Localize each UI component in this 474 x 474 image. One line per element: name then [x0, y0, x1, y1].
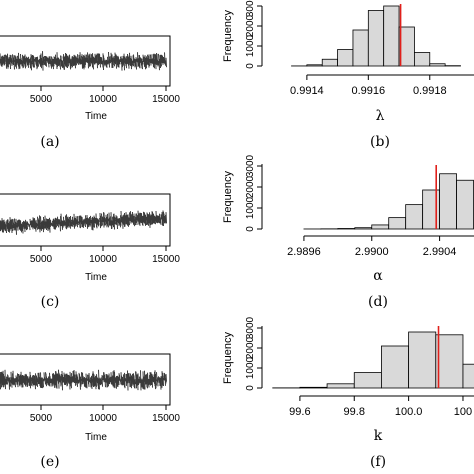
y-axis-f: 0 1000 2000 3000 Frequency: [222, 316, 263, 391]
x-axis-label-c: Time: [85, 272, 107, 283]
x-axis-e: 5000 10000 15000 Time: [30, 405, 180, 443]
x-axis-label-d: α: [373, 268, 383, 284]
histogram-bar: [367, 10, 385, 67]
x-axis-d: 2.9896 2.9900 2.9904: [287, 235, 474, 258]
x-axis-label-b: λ: [376, 108, 385, 124]
x-tick-e-2: 15000: [152, 413, 180, 424]
x-axis-a: 5000 10000 15000 Time: [30, 86, 180, 122]
histogram-bar: [462, 363, 474, 389]
histogram-bar: [337, 49, 354, 67]
y-axis-label-d: Frequency: [222, 171, 234, 223]
histogram-bar: [405, 204, 424, 230]
histogram-bar: [456, 179, 474, 230]
x-tick-label: 99.6: [289, 406, 310, 418]
histogram-bar: [381, 345, 410, 389]
panel-a: 5000 10000 15000 Time (a): [0, 35, 180, 150]
x-tick-label: 0.9918: [413, 85, 447, 97]
x-axis-f: 99.6 99.8 100.0 100: [289, 395, 474, 418]
x-tick-label: 99.8: [344, 406, 365, 418]
x-tick-a-2: 15000: [152, 94, 180, 105]
histogram-bar: [435, 334, 464, 389]
x-axis-label-a: Time: [85, 111, 107, 122]
panel-caption-c: (c): [41, 294, 60, 310]
histogram-bar: [371, 224, 390, 230]
histogram-bar: [306, 64, 323, 67]
panel-caption-b: (b): [370, 134, 390, 150]
plot-box-c: [0, 193, 171, 247]
x-tick-label: 0.9916: [351, 85, 385, 97]
plot-box-e: [0, 353, 171, 406]
x-axis-label-e: Time: [85, 432, 107, 443]
panel-caption-d: (d): [368, 294, 388, 310]
x-tick-label: 100: [454, 406, 472, 418]
histogram-b: [291, 4, 461, 67]
y-tick-b-2: 2000: [245, 14, 256, 37]
x-axis-b: 0.9914 0.9916 0.9918: [290, 74, 474, 97]
panel-c: 5000 10000 15000 Time (c): [0, 193, 180, 310]
histogram-bar: [354, 227, 373, 230]
trace-plot-c: [0, 193, 171, 247]
plot-box-a: [0, 35, 171, 87]
trace-line-a: [0, 51, 167, 71]
y-axis-b: 0 1000 2000 3000 Frequency: [222, 0, 263, 69]
histogram-bar: [326, 383, 355, 389]
panel-caption-a: (a): [40, 134, 59, 150]
histogram-bar: [439, 173, 457, 230]
x-tick-label: 0.9914: [290, 85, 324, 97]
x-tick-e-0: 5000: [30, 413, 53, 424]
histogram-f: [272, 326, 474, 389]
trace-plot-e: [0, 353, 171, 406]
histogram-bar: [353, 372, 382, 389]
histogram-bar: [352, 29, 369, 67]
panel-caption-f: (f): [370, 454, 386, 470]
panel-d: 0 1000 2000 3000 Frequency 2.9896 2.9900 2…: [222, 154, 474, 310]
y-axis-label-b: Frequency: [222, 10, 234, 62]
panel-f: 0 1000 2000 3000 Frequency 99.6 99.8 100.0…: [222, 316, 474, 470]
x-tick-a-0: 5000: [30, 94, 53, 105]
histogram-bar: [383, 5, 400, 67]
y-tick-d-0: 0: [245, 226, 256, 232]
panel-caption-e: (e): [40, 454, 59, 470]
x-tick-label: 2.9900: [355, 246, 389, 258]
trace-line-c: [0, 210, 167, 235]
y-tick-d-2: 2000: [245, 175, 256, 198]
histogram-bar: [398, 26, 415, 67]
histogram-bar: [422, 189, 441, 230]
y-tick-b-1: 1000: [245, 34, 256, 57]
x-tick-e-1: 10000: [89, 413, 117, 424]
histogram-d: [303, 165, 474, 230]
x-tick-c-2: 15000: [152, 254, 180, 265]
y-tick-b-3: 3000: [245, 0, 256, 17]
y-tick-f-2: 2000: [245, 336, 256, 359]
y-tick-d-3: 3000: [245, 154, 256, 177]
trace-plot-a: [0, 35, 171, 87]
panel-b: 0 1000 2000 3000 Frequency 0.9914 0.9916 0…: [222, 0, 474, 150]
x-tick-c-0: 5000: [30, 254, 53, 265]
histogram-bar: [429, 63, 446, 67]
histogram-bar: [408, 331, 437, 389]
histogram-bar: [414, 52, 431, 67]
x-axis-label-f: k: [374, 428, 383, 444]
histogram-bar: [321, 58, 338, 67]
histogram-bar: [388, 217, 407, 230]
y-tick-f-3: 3000: [245, 316, 256, 339]
x-tick-label: 2.9896: [287, 246, 321, 258]
x-tick-a-1: 10000: [89, 94, 117, 105]
y-axis-label-f: Frequency: [222, 332, 234, 384]
y-tick-b-0: 0: [245, 63, 256, 69]
x-tick-c-1: 10000: [89, 254, 117, 265]
histogram-bar: [299, 386, 328, 389]
y-tick-d-1: 1000: [245, 196, 256, 219]
y-tick-f-1: 1000: [245, 356, 256, 379]
x-tick-label: 2.9904: [423, 246, 457, 258]
y-tick-f-0: 0: [245, 385, 256, 391]
x-tick-label: 100.0: [395, 406, 423, 418]
trace-line-e: [0, 369, 167, 391]
x-axis-c: 5000 10000 15000 Time: [30, 246, 180, 283]
y-axis-d: 0 1000 2000 3000 Frequency: [222, 154, 263, 232]
panel-e: 5000 10000 15000 Time (e): [0, 353, 180, 470]
